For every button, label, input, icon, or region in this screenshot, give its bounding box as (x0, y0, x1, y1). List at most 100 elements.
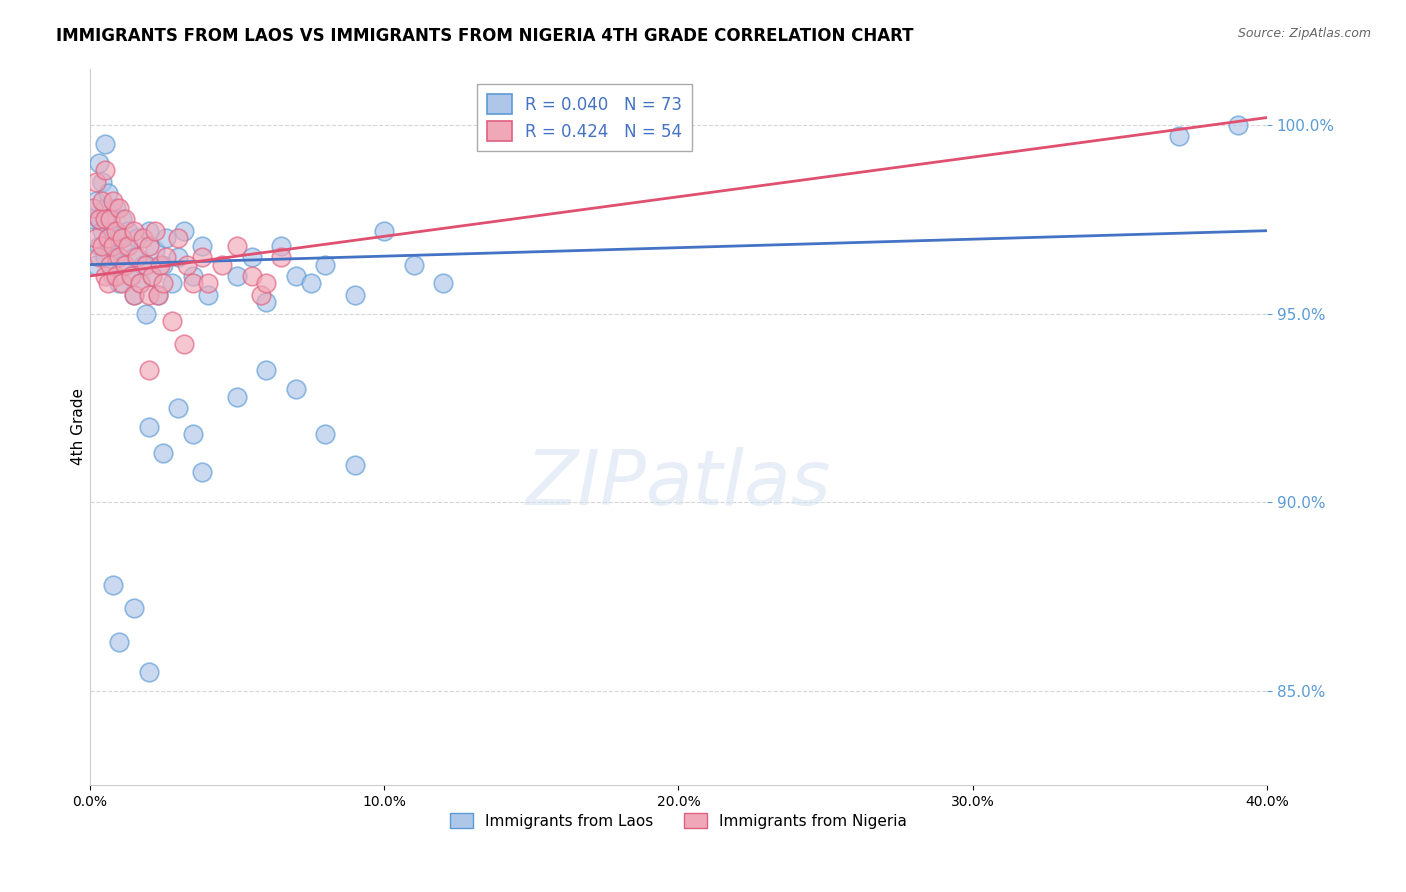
Point (100, 212, 122, 227)
Point (93, 212, 115, 227)
Point (96, 231, 118, 245)
Point (152, 446, 174, 460)
Point (254, 277, 277, 291)
Point (343, 287, 366, 301)
Point (173, 336, 195, 351)
Text: Source: ZipAtlas.com: Source: ZipAtlas.com (1237, 27, 1371, 40)
Point (155, 250, 177, 264)
Point (122, 250, 145, 264)
Point (108, 201, 131, 215)
Point (93, 268, 115, 283)
Point (162, 314, 184, 328)
Point (314, 427, 336, 442)
Point (82, 212, 104, 227)
Point (343, 458, 366, 472)
Point (181, 268, 204, 283)
Point (284, 382, 307, 396)
Point (373, 224, 395, 238)
Point (141, 268, 163, 283)
Point (138, 363, 160, 377)
Point (90, 194, 112, 208)
Point (84, 231, 107, 245)
Text: IMMIGRANTS FROM LAOS VS IMMIGRANTS FROM NIGERIA 4TH GRADE CORRELATION CHART: IMMIGRANTS FROM LAOS VS IMMIGRANTS FROM … (56, 27, 914, 45)
Point (167, 401, 190, 415)
Point (190, 239, 212, 253)
Point (87, 156, 110, 170)
Text: ZIPatlas: ZIPatlas (526, 447, 831, 521)
Point (114, 212, 136, 227)
Point (111, 212, 134, 227)
Point (135, 258, 157, 272)
Point (197, 277, 219, 291)
Point (270, 250, 292, 264)
Point (108, 231, 131, 245)
Point (162, 277, 184, 291)
Point (105, 268, 128, 283)
Point (149, 258, 172, 272)
Point (93, 201, 115, 215)
Point (122, 287, 145, 301)
Point (141, 268, 163, 283)
Point (87, 212, 110, 227)
Point (87, 250, 110, 264)
Point (96, 186, 118, 200)
Point (146, 287, 169, 301)
Point (135, 307, 157, 321)
Point (93, 136, 115, 151)
Point (103, 194, 125, 208)
Point (181, 427, 204, 442)
Point (103, 268, 125, 283)
Point (108, 634, 131, 648)
Point (90, 175, 112, 189)
Point (108, 277, 131, 291)
Point (249, 287, 271, 301)
Point (167, 250, 190, 264)
Point (87, 239, 110, 253)
Point (105, 250, 128, 264)
Point (93, 163, 115, 178)
Point (211, 258, 233, 272)
Point (270, 239, 292, 253)
Point (111, 258, 134, 272)
Point (138, 665, 160, 679)
Point (240, 268, 263, 283)
Point (108, 250, 131, 264)
Point (1167, 129, 1189, 144)
Point (90, 239, 112, 253)
Point (138, 419, 160, 434)
Point (152, 258, 174, 272)
Point (138, 224, 160, 238)
Point (132, 231, 155, 245)
Point (82, 201, 104, 215)
Point (100, 258, 122, 272)
Point (117, 239, 139, 253)
Point (122, 224, 145, 238)
Point (84, 194, 107, 208)
Point (176, 258, 198, 272)
Point (84, 258, 107, 272)
Point (197, 287, 219, 301)
Point (284, 268, 307, 283)
Point (128, 277, 150, 291)
Point (103, 239, 125, 253)
Point (90, 224, 112, 238)
Point (152, 277, 174, 291)
Point (226, 268, 249, 283)
Point (402, 258, 425, 272)
Point (254, 295, 277, 310)
Point (146, 287, 169, 301)
Point (103, 224, 125, 238)
Point (105, 224, 128, 238)
Point (190, 465, 212, 479)
Point (254, 363, 277, 377)
Point (125, 250, 148, 264)
Point (138, 287, 160, 301)
Point (132, 258, 155, 272)
Legend: Immigrants from Laos, Immigrants from Nigeria: Immigrants from Laos, Immigrants from Ni… (444, 806, 912, 835)
Point (122, 287, 145, 301)
Point (87, 212, 110, 227)
Point (138, 239, 160, 253)
Point (181, 277, 204, 291)
Point (143, 224, 166, 238)
Point (105, 201, 128, 215)
